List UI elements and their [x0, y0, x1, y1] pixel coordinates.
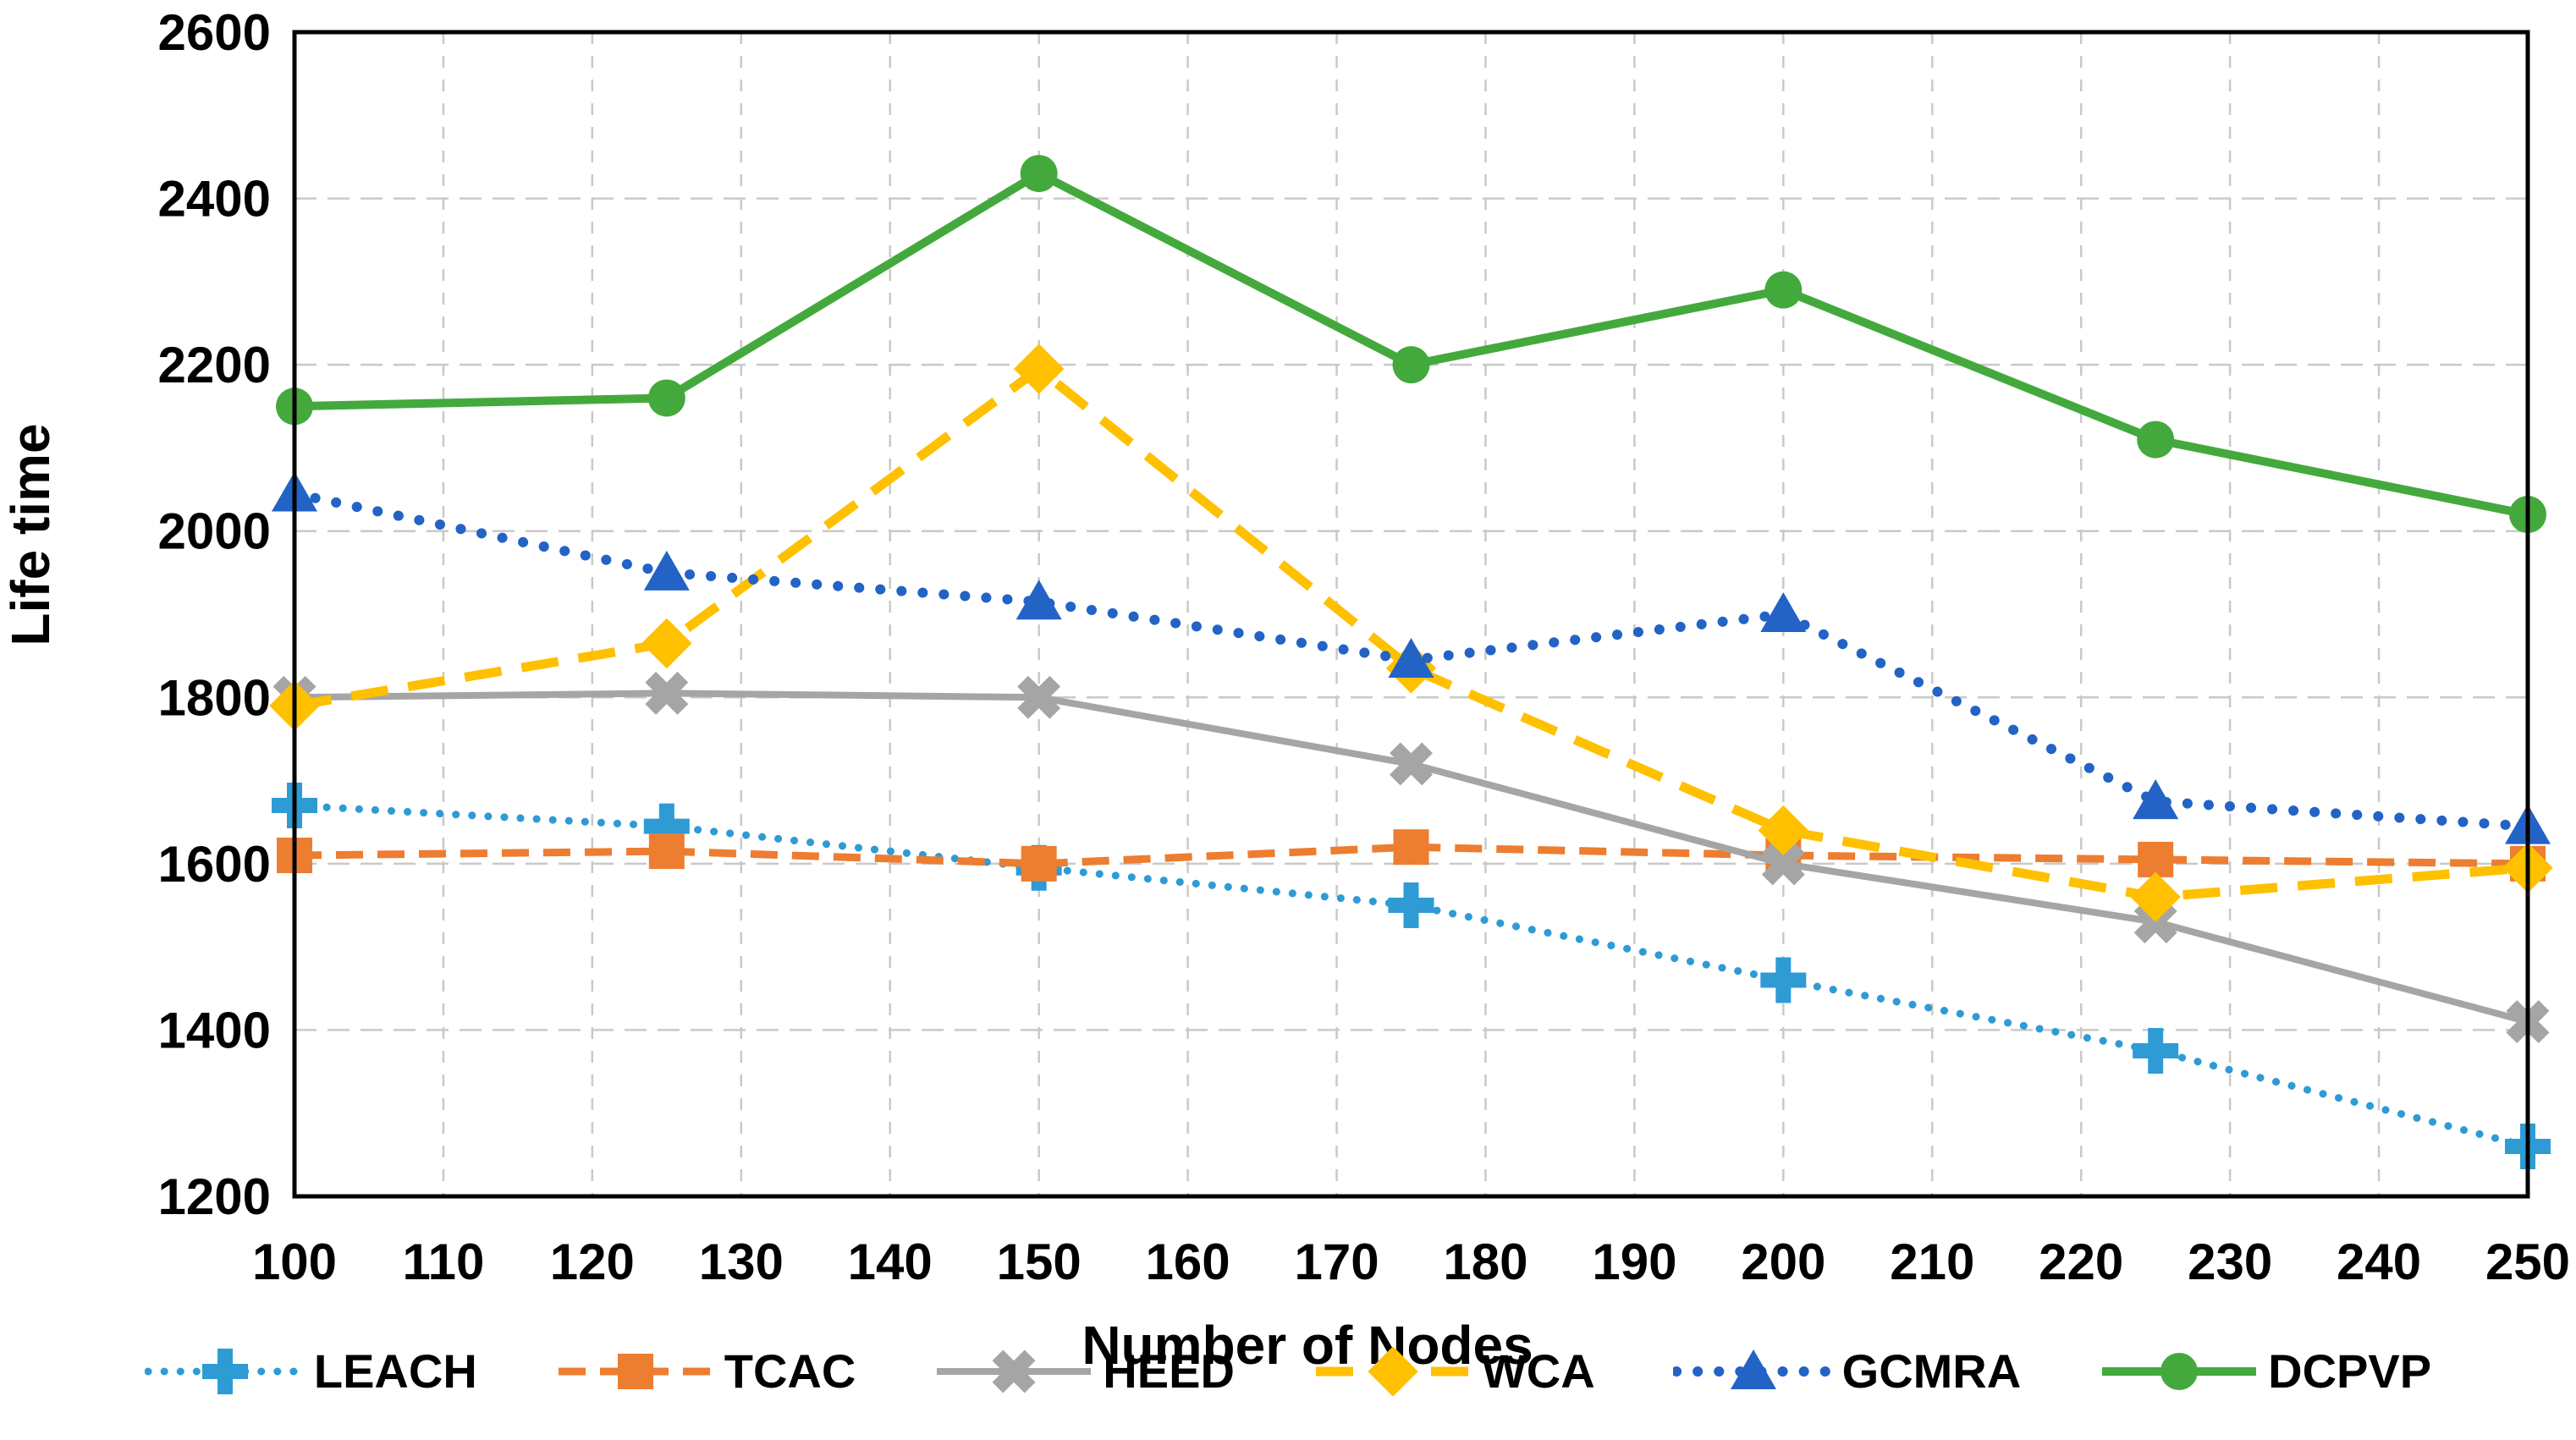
legend-sample-WCA: [1315, 1346, 1470, 1396]
chart-legend: LEACH TCAC HEED WCA GCMRA DCPVP: [0, 1344, 2576, 1399]
legend-item-HEED: HEED: [933, 1344, 1235, 1399]
series-DCPVP: [276, 155, 2546, 534]
marker-x-HEED: [645, 671, 689, 715]
y-tick-label: 2400: [158, 171, 271, 228]
legend-sample-GCMRA: [1672, 1349, 1834, 1389]
marker-plus-LEACH: [1388, 882, 1434, 928]
legend-marker-WCA: [1368, 1346, 1418, 1396]
marker-triangle-GCMRA: [1016, 580, 1062, 620]
legend-label-TCAC: TCAC: [724, 1344, 856, 1398]
series-TCAC: [277, 829, 2546, 882]
plot-border: [292, 30, 2530, 1199]
marker-diamond-WCA: [2130, 871, 2181, 922]
marker-square-TCAC: [648, 833, 685, 870]
marker-plus-LEACH: [2133, 1028, 2179, 1074]
x-tick-label: 130: [699, 1234, 784, 1290]
legend-label-DCPVP: DCPVP: [2268, 1344, 2432, 1398]
legend-marker-LEACH: [201, 1348, 248, 1394]
x-tick-label: 140: [848, 1234, 933, 1290]
marker-diamond-WCA: [641, 618, 692, 669]
y-tick-label: 2200: [158, 337, 271, 393]
gridlines: [294, 32, 2528, 1196]
x-tick-label: 210: [1890, 1234, 1974, 1290]
marker-square-TCAC: [2138, 841, 2174, 877]
marker-triangle-GCMRA: [1760, 592, 1807, 632]
marker-diamond-WCA: [1758, 805, 1809, 856]
y-tick-label: 1400: [158, 1002, 271, 1058]
marker-x-HEED: [1761, 842, 1805, 886]
x-tick-label: 110: [403, 1234, 485, 1290]
marker-diamond-WCA: [1013, 344, 1065, 394]
y-tick-label: 1600: [158, 836, 271, 893]
y-axis-title: Life time: [0, 423, 61, 646]
legend-label-HEED: HEED: [1103, 1344, 1235, 1398]
marker-square-TCAC: [1021, 845, 1057, 882]
marker-circle-DCPVP: [1764, 271, 1803, 309]
marker-triangle-GCMRA: [2133, 779, 2179, 820]
legend-item-TCAC: TCAC: [555, 1344, 856, 1399]
series-line-DCPVP: [294, 168, 2529, 519]
marker-circle-DCPVP: [647, 379, 685, 417]
legend-item-DCPVP: DCPVP: [2099, 1344, 2431, 1399]
series-GCMRA: [272, 471, 2551, 844]
legend-item-GCMRA: GCMRA: [1672, 1344, 2022, 1399]
legend-sample-LEACH: [144, 1348, 305, 1394]
y-tick-label: 1200: [158, 1168, 271, 1225]
marker-circle-DCPVP: [2137, 420, 2175, 459]
marker-triangle-GCMRA: [1388, 638, 1434, 679]
x-tick-label: 180: [1443, 1234, 1527, 1290]
legend-sample-HEED: [937, 1349, 1092, 1393]
legend-label-WCA: WCA: [1481, 1344, 1595, 1398]
marker-circle-DCPVP: [1392, 346, 1430, 384]
legend-marker-HEED: [992, 1349, 1036, 1393]
x-tick-label: 230: [2188, 1234, 2272, 1290]
y-tick-label: 2000: [158, 503, 271, 560]
legend-sample-TCAC: [558, 1353, 713, 1389]
marker-x-HEED: [1390, 742, 1433, 786]
x-tick-label: 160: [1146, 1234, 1230, 1290]
x-tick-label: 120: [550, 1234, 635, 1290]
legend-marker-DCPVP: [2160, 1352, 2199, 1390]
y-tick-labels: 1200 1400 1600 1800 2000 2200 2400 2600: [158, 4, 271, 1225]
legend-item-LEACH: LEACH: [144, 1344, 477, 1399]
x-tick-label: 170: [1294, 1234, 1379, 1290]
x-tick-label: 200: [1741, 1234, 1825, 1290]
x-tick-label: 240: [2337, 1234, 2421, 1290]
y-tick-label: 2600: [158, 4, 271, 61]
marker-plus-LEACH: [1760, 957, 1807, 1003]
x-tick-label: 150: [997, 1234, 1082, 1290]
legend-item-WCA: WCA: [1313, 1344, 1595, 1399]
marker-x-HEED: [1017, 675, 1061, 719]
x-tick-label: 220: [2039, 1234, 2123, 1290]
x-tick-label: 190: [1592, 1234, 1676, 1290]
legend-label-LEACH: LEACH: [313, 1344, 477, 1398]
marker-triangle-GCMRA: [643, 550, 690, 591]
y-tick-label: 1800: [158, 669, 271, 726]
x-axis-title: Number of Nodes: [1082, 1315, 1533, 1376]
legend-sample-DCPVP: [2102, 1352, 2257, 1390]
legend-label-GCMRA: GCMRA: [1841, 1344, 2022, 1398]
marker-square-TCAC: [1393, 829, 1429, 866]
marker-circle-DCPVP: [1020, 155, 1058, 193]
x-tick-label: 250: [2485, 1234, 2570, 1290]
x-tick-label: 100: [252, 1234, 337, 1290]
x-tick-labels: 100 110 120 130 140 150 160 170 180 190 200 210 220 2…: [252, 1234, 2570, 1290]
marker-plus-LEACH: [643, 803, 690, 849]
legend-marker-TCAC: [617, 1353, 653, 1389]
legend-marker-GCMRA: [1730, 1349, 1776, 1389]
